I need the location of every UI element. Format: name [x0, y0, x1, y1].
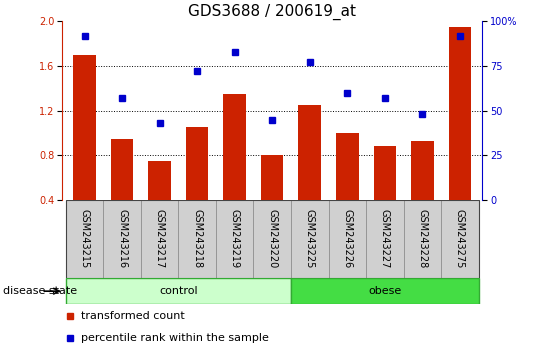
Bar — [291, 278, 479, 304]
Bar — [111, 138, 133, 200]
Text: GSM243226: GSM243226 — [342, 209, 353, 269]
Bar — [223, 94, 246, 200]
Bar — [411, 141, 433, 200]
Bar — [103, 200, 141, 278]
Bar — [253, 200, 291, 278]
Text: GSM243218: GSM243218 — [192, 209, 202, 269]
Text: GSM243215: GSM243215 — [80, 209, 89, 269]
Bar — [66, 278, 291, 304]
Text: GSM243228: GSM243228 — [417, 209, 427, 269]
Title: GDS3688 / 200619_at: GDS3688 / 200619_at — [188, 4, 356, 20]
Text: GSM243217: GSM243217 — [155, 209, 164, 269]
Text: GSM243227: GSM243227 — [380, 209, 390, 269]
Bar — [261, 155, 284, 200]
Bar — [216, 200, 253, 278]
Text: GSM243216: GSM243216 — [117, 209, 127, 269]
Bar — [73, 55, 96, 200]
Bar — [366, 200, 404, 278]
Bar — [66, 200, 103, 278]
Text: percentile rank within the sample: percentile rank within the sample — [81, 332, 269, 343]
Bar — [404, 200, 441, 278]
Bar — [441, 200, 479, 278]
Bar — [291, 200, 328, 278]
Text: transformed count: transformed count — [81, 311, 185, 321]
Text: control: control — [159, 286, 198, 296]
Bar — [336, 133, 358, 200]
Bar — [374, 147, 396, 200]
Text: GSM243275: GSM243275 — [455, 209, 465, 269]
Text: disease state: disease state — [3, 286, 77, 296]
Text: obese: obese — [368, 286, 402, 296]
Bar — [148, 161, 171, 200]
Bar — [178, 200, 216, 278]
Text: GSM243219: GSM243219 — [230, 209, 240, 269]
Bar — [448, 27, 471, 200]
Bar — [141, 200, 178, 278]
Bar — [299, 105, 321, 200]
Bar — [328, 200, 366, 278]
Text: GSM243220: GSM243220 — [267, 209, 277, 269]
Text: GSM243225: GSM243225 — [305, 209, 315, 269]
Bar — [186, 127, 209, 200]
